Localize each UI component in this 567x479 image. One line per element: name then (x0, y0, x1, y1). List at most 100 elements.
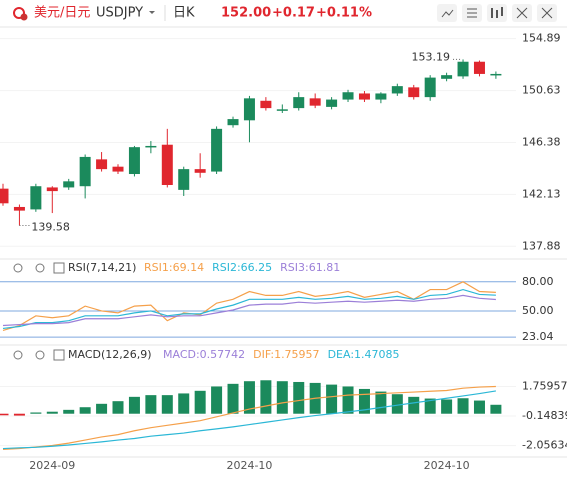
box-icon[interactable] (53, 349, 65, 361)
gear-icon[interactable] (35, 263, 45, 273)
macd-bar (457, 398, 469, 414)
gear-icon[interactable] (35, 350, 45, 360)
indicator-title: RSI(7,14,21) (68, 261, 136, 274)
y-tick-label: 146.38 (522, 136, 561, 149)
period[interactable]: 日K (173, 6, 195, 21)
candle-body (46, 187, 58, 192)
series-line (2, 288, 496, 330)
low-label: 139.58 (31, 221, 70, 234)
change-pct: +0.11% (316, 6, 372, 21)
candle-body (243, 98, 255, 121)
candle-body (178, 169, 190, 190)
macd-bar (342, 386, 354, 414)
macd-bar (473, 400, 485, 414)
macd-bar (161, 395, 173, 414)
macd-bar (145, 395, 157, 414)
macd-bar (128, 396, 140, 414)
y-tick-label: 142.13 (522, 187, 561, 200)
candle-body (293, 97, 305, 109)
box-icon[interactable] (53, 262, 65, 274)
candle-body (79, 156, 91, 187)
legend-entry: DEA:1.47085 (328, 348, 400, 361)
eye-icon[interactable] (13, 263, 23, 273)
header: 美元/日元 USDJPY 日K 152.00 +0.17 +0.11% (13, 4, 557, 22)
macd-bar (30, 412, 42, 414)
macd-bar (408, 396, 420, 414)
macd-bar (326, 384, 338, 414)
macd-bar (46, 411, 58, 414)
candle-body (326, 99, 338, 107)
legend-entry: DIF:1.75957 (253, 348, 319, 361)
y-tick-label: 137.88 (522, 239, 561, 252)
macd-bar (227, 383, 239, 414)
candle-body (194, 169, 206, 173)
legend-entry: RSI1:69.14 (144, 261, 204, 274)
candle-body (375, 93, 387, 100)
high-label: 153.19 (412, 50, 451, 63)
icon (541, 7, 553, 19)
x-tick-label: 2024-10 (226, 459, 272, 472)
series-line (2, 390, 496, 450)
y-tick-label: -0.14839 (522, 409, 567, 422)
icon (441, 9, 454, 18)
legend-entry: RSI3:61.81 (280, 261, 340, 274)
y-tick-label: -2.05634 (522, 439, 567, 452)
candle-body (30, 186, 42, 210)
macd-bar (79, 407, 91, 414)
y-tick-label: 1.75957 (522, 379, 567, 392)
legend-entry: MACD:0.57742 (163, 348, 245, 361)
macd-bar (490, 404, 502, 414)
candle-body (441, 75, 453, 79)
icon (516, 7, 528, 19)
macd-bar (293, 381, 305, 414)
eye-icon[interactable] (13, 350, 23, 360)
candle-body (227, 119, 239, 126)
flag-icon (20, 13, 28, 21)
macd-bar (424, 398, 436, 414)
candle-body (211, 128, 223, 172)
dropdown[interactable] (149, 11, 155, 14)
candle-body (358, 93, 370, 100)
series-line (2, 385, 496, 450)
candle-body (63, 181, 75, 188)
candle-body (13, 206, 25, 211)
candle-body (276, 109, 288, 111)
change: +0.17 (272, 6, 315, 21)
macd-bar (112, 401, 124, 414)
macd-bar (178, 393, 190, 414)
macd-bar (243, 381, 255, 414)
price: 152.00 (221, 6, 271, 21)
candle-body (490, 73, 502, 76)
macd-bar (13, 413, 25, 416)
series-line (2, 294, 496, 327)
indicator-title: MACD(12,26,9) (68, 348, 152, 361)
pair-name[interactable]: 美元/日元 (34, 6, 90, 21)
candle-body (309, 98, 321, 106)
candle-body (391, 86, 403, 94)
candle-body (128, 147, 140, 175)
macd-bar (194, 390, 206, 414)
y-tick-label: 150.63 (522, 84, 561, 97)
legend-entry: RSI2:66.25 (212, 261, 272, 274)
x-tick-label: 2024-10 (424, 459, 470, 472)
macd-bar (96, 403, 108, 414)
macd-bar (441, 399, 453, 414)
macd-bar (391, 394, 403, 414)
candle-body (408, 87, 420, 98)
icon (491, 7, 503, 18)
candle-body (145, 145, 157, 148)
x-tick-label: 2024-09 (29, 459, 75, 472)
macd-bar (276, 381, 288, 414)
macd-bar (358, 388, 370, 414)
candle-body (342, 92, 354, 100)
macd-bar (211, 386, 223, 414)
candle-body (161, 144, 173, 185)
candle-body (457, 61, 469, 77)
symbol[interactable]: USDJPY (96, 6, 143, 21)
candle-body (96, 159, 108, 170)
macd-bar (63, 409, 75, 414)
candle-body (260, 100, 272, 109)
macd-bar (375, 391, 387, 414)
candle-body (0, 188, 9, 204)
